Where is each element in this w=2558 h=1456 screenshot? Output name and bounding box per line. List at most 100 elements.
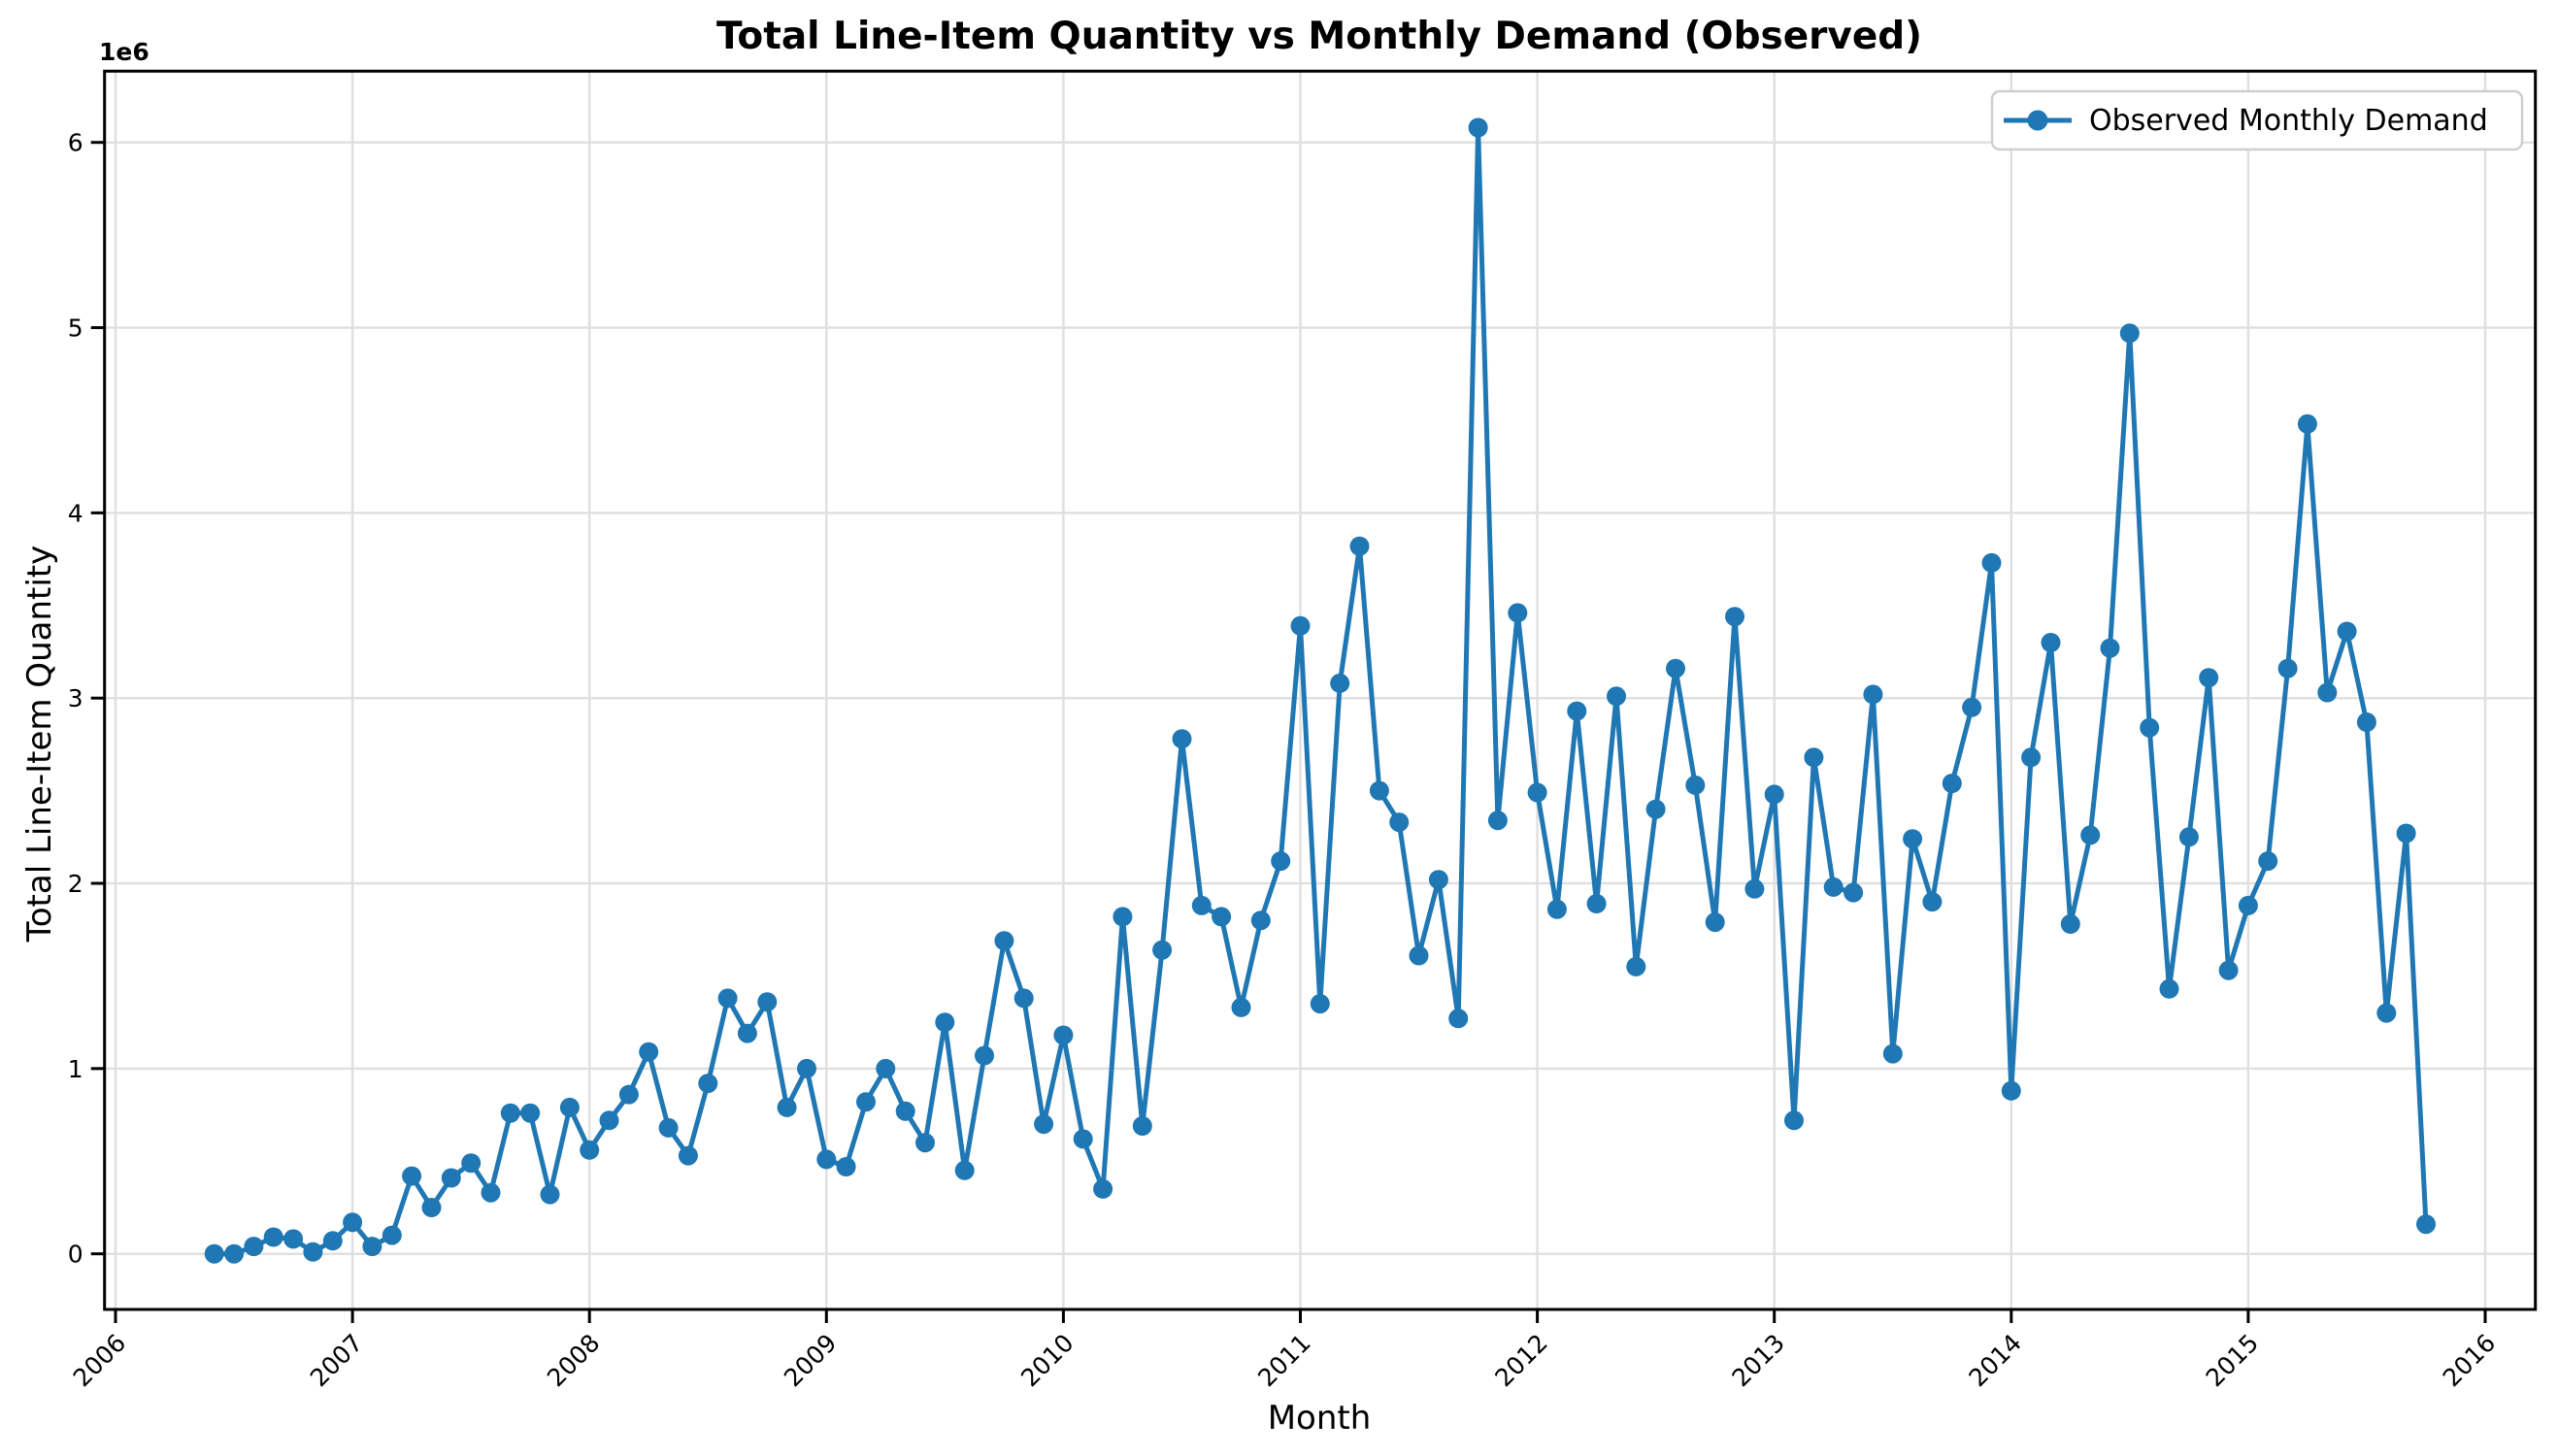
series-point-marker xyxy=(698,1074,718,1094)
y-tick-label: 6 xyxy=(68,129,83,157)
series-point-marker xyxy=(2258,851,2278,872)
series-point-marker xyxy=(1744,878,1765,899)
series-point-marker xyxy=(1685,775,1706,795)
legend-marker-icon xyxy=(2027,110,2048,131)
y-axis-label: Total Line-Item Quantity xyxy=(20,546,59,943)
series-point-marker xyxy=(2218,960,2239,980)
series-point-marker xyxy=(2080,825,2101,845)
series-point-marker xyxy=(2178,827,2199,847)
series-point-marker xyxy=(975,1045,994,1066)
series-point-marker xyxy=(1942,774,1962,793)
series-point-marker xyxy=(2277,658,2298,678)
series-point-marker xyxy=(1212,907,1232,927)
series-point-marker xyxy=(1863,684,1883,705)
series-point-marker xyxy=(1389,812,1410,833)
series-point-marker xyxy=(2297,414,2317,434)
series-point-marker xyxy=(1586,894,1607,913)
series-point-marker xyxy=(382,1225,402,1245)
series-point-marker xyxy=(2199,668,2219,688)
series-point-marker xyxy=(1409,945,1429,966)
series-point-marker xyxy=(678,1145,698,1166)
gridlines xyxy=(104,71,2536,1309)
series-point-marker xyxy=(1784,1110,1804,1131)
legend: Observed Monthly Demand xyxy=(1990,89,2524,151)
series-point-marker xyxy=(520,1103,541,1123)
series-point-marker xyxy=(1626,956,1646,976)
series-point-marker xyxy=(1290,615,1311,636)
series-point-marker xyxy=(481,1182,501,1203)
series-point-marker xyxy=(1191,895,1212,915)
series-point-marker xyxy=(2119,323,2140,344)
series-point-marker xyxy=(441,1168,461,1188)
series-point-marker xyxy=(204,1243,224,1264)
series-point-marker xyxy=(1764,784,1784,805)
series-point-marker xyxy=(1725,607,1744,627)
y-tick-label: 4 xyxy=(68,499,83,527)
series-point-marker xyxy=(2140,717,2160,738)
series-point-marker xyxy=(1428,870,1448,890)
series-point-marker xyxy=(362,1237,382,1257)
series-point-marker xyxy=(1546,899,1567,919)
series-point-marker xyxy=(1804,747,1824,768)
series-point-marker xyxy=(1013,988,1034,1009)
series-point-marker xyxy=(816,1149,837,1170)
series-point-marker xyxy=(856,1092,876,1112)
series-point-marker xyxy=(2396,823,2416,844)
series-point-marker xyxy=(224,1243,245,1264)
series-point-marker xyxy=(461,1153,482,1174)
series-point-marker xyxy=(402,1166,422,1186)
series-point-marker xyxy=(737,1023,757,1043)
series-point-marker xyxy=(580,1140,600,1160)
series-point-marker xyxy=(1448,1009,1469,1029)
legend-entry-label: Observed Monthly Demand xyxy=(2089,104,2488,138)
series-point-marker xyxy=(1034,1114,1054,1135)
series-point-marker xyxy=(895,1101,915,1121)
series-point-marker xyxy=(263,1227,283,1247)
series-point-marker xyxy=(343,1212,363,1233)
series-point-marker xyxy=(1271,851,1291,872)
series-point-marker xyxy=(797,1058,816,1078)
series-point-marker xyxy=(1903,829,1923,849)
series-point-marker xyxy=(1962,697,1982,717)
chart-title: Total Line-Item Quantity vs Monthly Dema… xyxy=(716,15,1922,58)
series-point-marker xyxy=(935,1012,955,1033)
series-point-marker xyxy=(1053,1025,1074,1045)
y-tick-label: 1 xyxy=(68,1055,83,1083)
series-point-marker xyxy=(283,1229,304,1249)
series-point-marker xyxy=(1844,882,1864,903)
series-point-marker xyxy=(1607,686,1626,707)
series-point-marker xyxy=(994,931,1014,951)
series-point-marker xyxy=(2238,895,2258,915)
series-point-marker xyxy=(639,1042,659,1062)
series-point-marker xyxy=(303,1241,323,1262)
series-point-marker xyxy=(1645,799,1666,819)
series-point-marker xyxy=(954,1160,975,1180)
series-point-marker xyxy=(1369,780,1389,801)
series-point-marker xyxy=(1172,729,1192,749)
series-point-marker xyxy=(1508,603,1528,623)
series-point-marker xyxy=(1468,117,1488,138)
series-point-marker xyxy=(421,1198,442,1217)
series-point-marker xyxy=(1152,940,1173,960)
x-axis-label: Month xyxy=(1268,1399,1372,1438)
series-point-marker xyxy=(2041,633,2061,652)
y-tick-label: 2 xyxy=(68,870,83,898)
series-point-marker xyxy=(1705,912,1725,933)
series-point-marker xyxy=(2060,914,2080,934)
series-point-marker xyxy=(1310,994,1330,1014)
series-point-marker xyxy=(1250,910,1271,931)
series-point-marker xyxy=(1330,673,1350,693)
series-point-marker xyxy=(1073,1129,1093,1149)
series-point-marker xyxy=(836,1157,856,1176)
series-point-marker xyxy=(717,988,738,1009)
series-point-marker xyxy=(1823,877,1844,897)
y-tick-label: 0 xyxy=(68,1241,83,1269)
y-tick-label: 5 xyxy=(68,314,83,343)
series-point-marker xyxy=(244,1237,264,1257)
series-point-marker xyxy=(2416,1214,2436,1235)
series-point-marker xyxy=(777,1097,797,1117)
series-point-marker xyxy=(915,1133,935,1153)
series-point-marker xyxy=(559,1097,580,1117)
